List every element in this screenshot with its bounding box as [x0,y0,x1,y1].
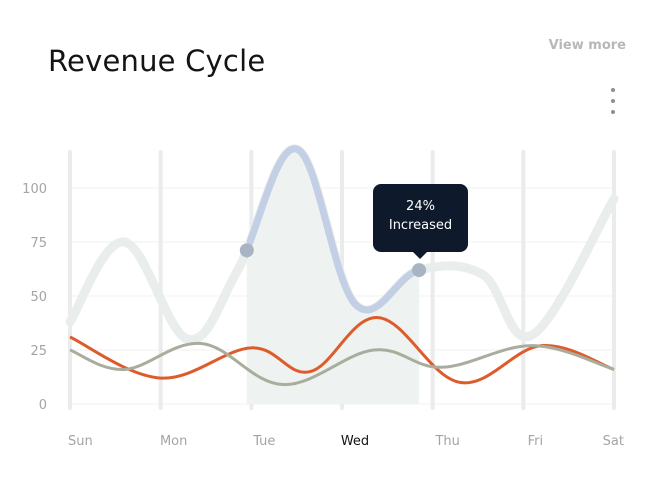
y-tick-label: 50 [30,290,47,305]
tooltip-label: Increased [388,218,453,233]
menu-dot [611,99,615,103]
more-vertical-icon[interactable] [606,88,620,114]
x-tick-label: Fri [528,434,544,449]
y-tick-label: 0 [39,398,47,413]
highlight-series-line [246,145,420,314]
menu-dot [611,88,615,92]
tooltip-value: 24% [406,199,435,214]
orange-series-line [69,316,615,385]
x-tick-label: Sun [68,434,93,449]
chart-title: Revenue Cycle [48,44,266,78]
x-tick-label: Tue [252,434,275,449]
y-tick-label: 100 [22,182,47,197]
chart-tooltip: 24% Increased [373,184,468,259]
menu-dot [611,110,615,114]
x-tick-label: Mon [160,434,187,449]
x-tick-label: Sat [603,434,624,449]
view-more-link[interactable]: View more [548,38,626,53]
x-tick-label: Wed [341,434,369,449]
y-tick-label: 25 [30,344,47,359]
highlight-area [246,149,420,404]
highlight-marker [239,243,254,258]
y-tick-label: 75 [30,236,47,251]
x-tick-label: Thu [434,434,459,449]
tooltip-arrow [413,252,427,259]
gray-series-line [69,342,615,387]
highlight-marker [412,263,427,278]
